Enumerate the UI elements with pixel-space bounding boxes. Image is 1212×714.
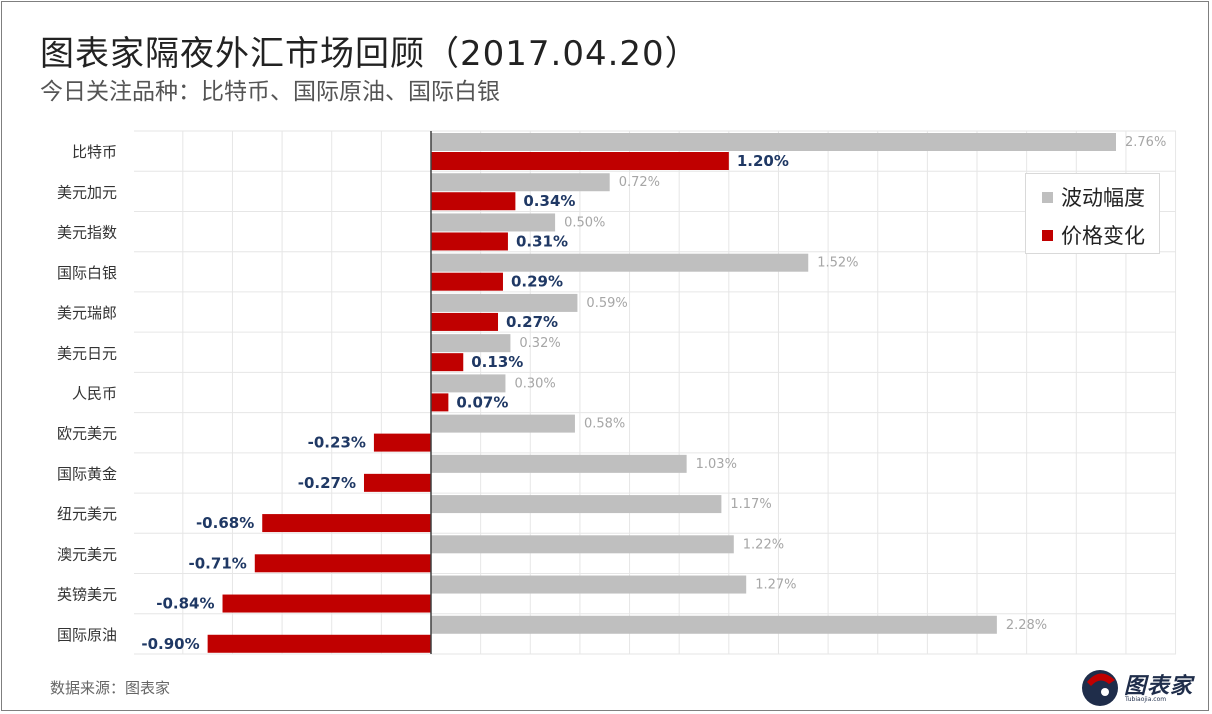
bar-change xyxy=(431,152,729,170)
category-label: 国际白银 xyxy=(57,264,117,282)
data-label-volatility: 1.22% xyxy=(743,537,784,552)
bar-change xyxy=(431,393,449,412)
bar-change xyxy=(431,232,508,251)
data-label-volatility: 1.17% xyxy=(730,497,771,512)
bar-volatility xyxy=(431,414,575,433)
data-label-change: 0.13% xyxy=(471,353,523,371)
data-label-change: -0.71% xyxy=(189,554,247,572)
bar-volatility xyxy=(431,293,578,312)
bar-change xyxy=(431,272,503,291)
data-source: 数据来源：图表家 xyxy=(50,679,171,697)
chart-title: 图表家隔夜外汇市场回顾（2017.04.20） xyxy=(40,34,700,74)
data-label-change: -0.90% xyxy=(141,635,199,653)
data-label-volatility: 0.32% xyxy=(519,336,560,351)
brand-logo-icon xyxy=(1082,670,1118,706)
category-label: 美元加元 xyxy=(57,183,117,201)
legend-swatch-change xyxy=(1042,229,1053,241)
data-label-change: 0.29% xyxy=(511,273,563,291)
bar-volatility xyxy=(431,575,747,594)
bar-volatility xyxy=(431,535,734,554)
data-label-change: 0.27% xyxy=(506,313,558,331)
bar-volatility xyxy=(431,173,610,192)
data-label-volatility: 0.72% xyxy=(619,175,660,190)
bar-volatility xyxy=(431,374,506,393)
bar-volatility xyxy=(431,213,556,232)
data-label-change: 0.31% xyxy=(516,232,568,250)
data-label-volatility: 0.58% xyxy=(584,417,625,432)
bar-change xyxy=(431,353,464,372)
bar-change xyxy=(222,594,431,613)
bar-volatility xyxy=(431,454,687,473)
bar-change xyxy=(207,634,431,653)
bar-change xyxy=(431,312,499,331)
data-label-change: 1.20% xyxy=(737,152,789,170)
category-label: 比特币 xyxy=(72,143,117,161)
legend-label-volatility: 波动幅度 xyxy=(1061,186,1145,210)
legend: 波动幅度 价格变化 xyxy=(1025,173,1160,254)
bar-volatility xyxy=(431,253,809,272)
category-label: 欧元美元 xyxy=(57,425,117,443)
category-label: 美元指数 xyxy=(57,224,117,242)
legend-label-change: 价格变化 xyxy=(1061,224,1145,248)
data-label-change: -0.84% xyxy=(156,595,214,613)
brand-logo-subtext: Tubiaojia.com xyxy=(1125,696,1167,703)
data-label-volatility: 2.76% xyxy=(1125,135,1166,150)
legend-swatch-volatility xyxy=(1042,191,1053,203)
brand-logo-text: 图表家 xyxy=(1124,674,1194,699)
category-label: 国际黄金 xyxy=(57,465,117,483)
bar-volatility xyxy=(431,334,511,353)
bar-volatility xyxy=(431,133,1116,151)
legend-item-volatility: 波动幅度 xyxy=(1042,182,1145,212)
data-label-change: -0.23% xyxy=(308,434,366,452)
data-label-volatility: 1.03% xyxy=(696,457,737,472)
category-label: 国际原油 xyxy=(57,626,117,644)
data-label-volatility: 0.30% xyxy=(514,376,555,391)
category-label: 英镑美元 xyxy=(57,586,117,604)
bar-volatility xyxy=(431,615,997,634)
data-label-volatility: 1.27% xyxy=(755,578,796,593)
bar-change xyxy=(373,433,431,452)
category-label: 美元日元 xyxy=(57,344,117,362)
data-label-volatility: 2.28% xyxy=(1006,618,1047,633)
legend-item-change: 价格变化 xyxy=(1042,220,1145,250)
data-label-change: -0.27% xyxy=(298,474,356,492)
data-label-volatility: 0.59% xyxy=(586,296,627,311)
category-label: 澳元美元 xyxy=(57,545,117,563)
category-label: 纽元美元 xyxy=(57,505,117,523)
bar-change xyxy=(363,473,431,492)
category-label: 人民币 xyxy=(72,385,117,403)
data-label-change: -0.68% xyxy=(196,514,254,532)
bar-volatility xyxy=(431,495,722,514)
bar-change xyxy=(262,514,431,533)
bar-change xyxy=(431,192,516,211)
data-label-change: 0.34% xyxy=(523,192,575,210)
data-label-volatility: 1.52% xyxy=(817,256,858,271)
data-label-volatility: 0.50% xyxy=(564,215,605,230)
bar-change xyxy=(254,554,431,573)
chart-subtitle: 今日关注品种：比特币、国际原油、国际白银 xyxy=(40,79,500,105)
category-label: 美元瑞郎 xyxy=(57,304,117,322)
data-label-change: 0.07% xyxy=(456,393,508,411)
